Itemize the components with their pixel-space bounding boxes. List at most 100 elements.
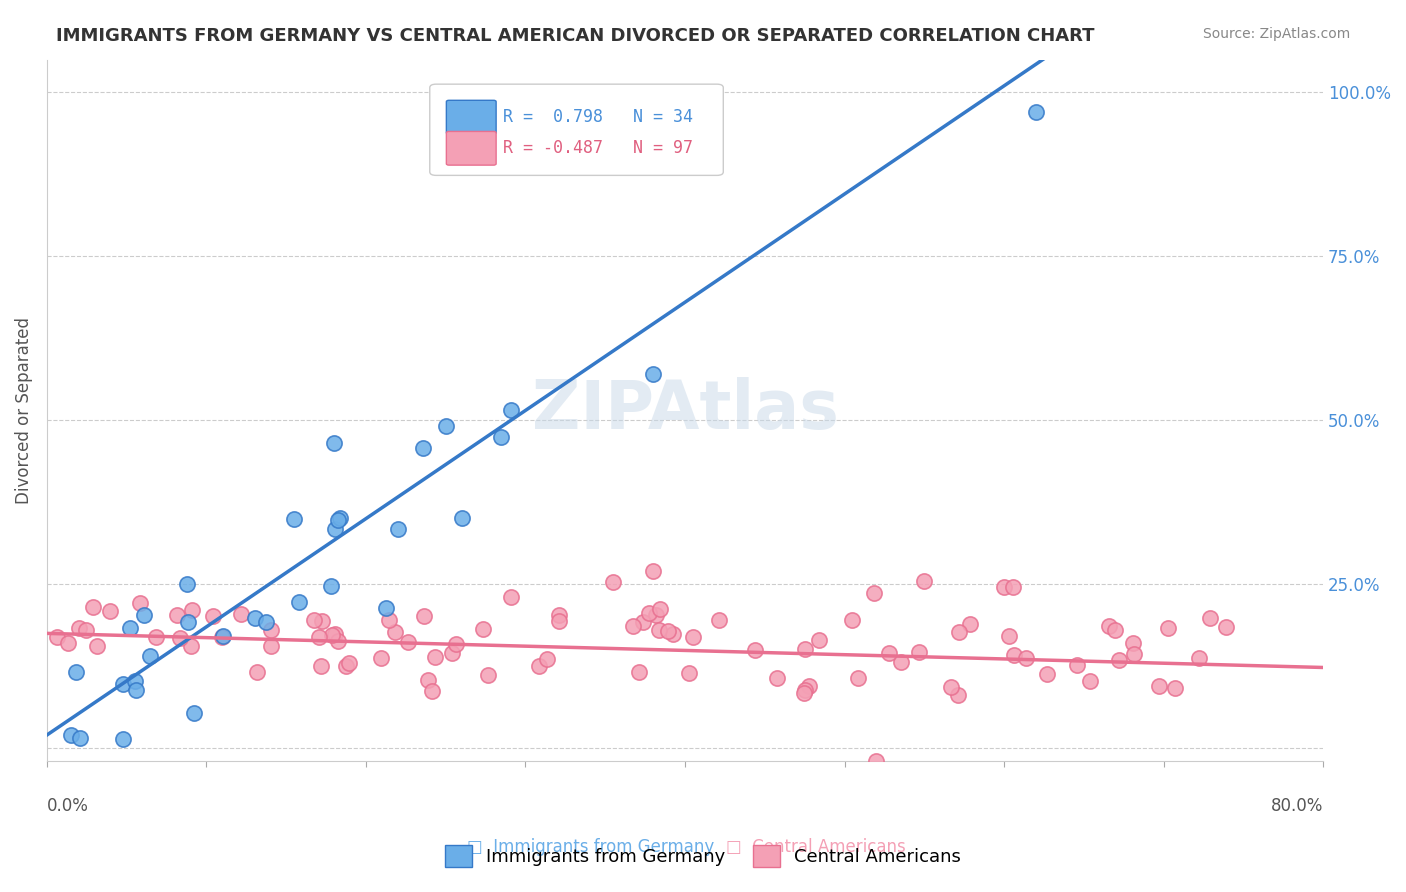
Point bbox=[212, 629, 235, 643]
Point bbox=[631, 615, 654, 629]
Point bbox=[499, 591, 522, 605]
Point bbox=[180, 603, 202, 617]
Point bbox=[527, 659, 550, 673]
Point bbox=[1187, 651, 1209, 665]
Point bbox=[1164, 681, 1187, 695]
Point bbox=[1198, 611, 1220, 625]
Point bbox=[260, 623, 283, 637]
Text: □  Central Americans: □ Central Americans bbox=[725, 838, 905, 856]
Point bbox=[912, 574, 935, 588]
Text: IMMIGRANTS FROM GERMANY VS CENTRAL AMERICAN DIVORCED OR SEPARATED CORRELATION CH: IMMIGRANTS FROM GERMANY VS CENTRAL AMERI… bbox=[56, 27, 1095, 45]
Point bbox=[166, 607, 188, 622]
Point bbox=[707, 613, 730, 627]
Point bbox=[997, 629, 1019, 643]
Point bbox=[808, 632, 831, 647]
Point bbox=[797, 679, 820, 693]
Point bbox=[321, 628, 343, 642]
Point bbox=[412, 441, 434, 455]
FancyBboxPatch shape bbox=[446, 131, 496, 165]
Point bbox=[602, 574, 624, 589]
Point bbox=[326, 634, 349, 648]
Point bbox=[319, 579, 342, 593]
Point bbox=[1066, 657, 1088, 672]
Point bbox=[328, 513, 350, 527]
Point bbox=[337, 656, 360, 670]
FancyBboxPatch shape bbox=[446, 100, 496, 134]
Point bbox=[1122, 636, 1144, 650]
Point bbox=[643, 564, 665, 578]
Text: 80.0%: 80.0% bbox=[1271, 797, 1323, 815]
Text: □  Immigrants from Germany: □ Immigrants from Germany bbox=[467, 838, 714, 856]
Point bbox=[46, 773, 69, 788]
Point bbox=[118, 621, 141, 635]
Point bbox=[946, 689, 969, 703]
Point bbox=[260, 639, 283, 653]
Point bbox=[890, 655, 912, 669]
Point bbox=[863, 586, 886, 600]
Point bbox=[501, 402, 523, 417]
Point bbox=[434, 418, 457, 433]
Point bbox=[657, 624, 679, 639]
Point bbox=[45, 630, 67, 644]
Point bbox=[682, 630, 704, 644]
Point bbox=[444, 637, 467, 651]
Point bbox=[201, 609, 224, 624]
Point bbox=[370, 651, 392, 665]
Point bbox=[177, 615, 200, 630]
Point bbox=[329, 511, 352, 525]
Point bbox=[375, 600, 398, 615]
Point bbox=[948, 624, 970, 639]
Point bbox=[1149, 679, 1171, 693]
Point bbox=[1035, 667, 1057, 681]
Point bbox=[67, 621, 90, 635]
Point bbox=[1078, 674, 1101, 689]
Point bbox=[638, 606, 661, 620]
Point bbox=[86, 639, 108, 653]
Point bbox=[846, 672, 869, 686]
Point bbox=[59, 728, 82, 742]
Point bbox=[229, 607, 252, 621]
Point bbox=[841, 613, 863, 627]
Point bbox=[548, 608, 571, 623]
Point bbox=[794, 642, 817, 657]
Point bbox=[211, 631, 233, 645]
Point bbox=[180, 639, 202, 653]
Point bbox=[662, 627, 685, 641]
Point bbox=[129, 596, 152, 610]
Point bbox=[645, 607, 668, 622]
Point bbox=[246, 665, 269, 680]
Point bbox=[396, 634, 419, 648]
Point bbox=[420, 683, 443, 698]
Point bbox=[302, 613, 325, 627]
Point bbox=[69, 731, 91, 745]
Point bbox=[536, 651, 558, 665]
Point bbox=[1215, 620, 1237, 634]
Point bbox=[744, 643, 766, 657]
Point bbox=[378, 613, 401, 627]
Point bbox=[423, 650, 446, 665]
Point bbox=[1002, 581, 1025, 595]
Point bbox=[650, 602, 672, 616]
Point bbox=[323, 627, 346, 641]
Point bbox=[124, 674, 146, 689]
Point bbox=[621, 619, 644, 633]
Point bbox=[648, 624, 671, 638]
Point bbox=[169, 631, 191, 645]
Point bbox=[489, 430, 512, 444]
Point bbox=[1002, 648, 1025, 663]
Point bbox=[477, 668, 499, 682]
Point bbox=[1097, 619, 1119, 633]
Point bbox=[941, 680, 963, 694]
Point bbox=[993, 581, 1015, 595]
Point bbox=[311, 614, 333, 628]
Point bbox=[1104, 624, 1126, 638]
Point bbox=[145, 631, 167, 645]
Point bbox=[907, 645, 929, 659]
Point bbox=[1157, 621, 1180, 635]
Point bbox=[643, 368, 665, 382]
Point bbox=[111, 731, 134, 746]
Point bbox=[1122, 648, 1144, 662]
Point bbox=[1015, 651, 1038, 665]
Point bbox=[959, 617, 981, 632]
Point bbox=[288, 595, 311, 609]
